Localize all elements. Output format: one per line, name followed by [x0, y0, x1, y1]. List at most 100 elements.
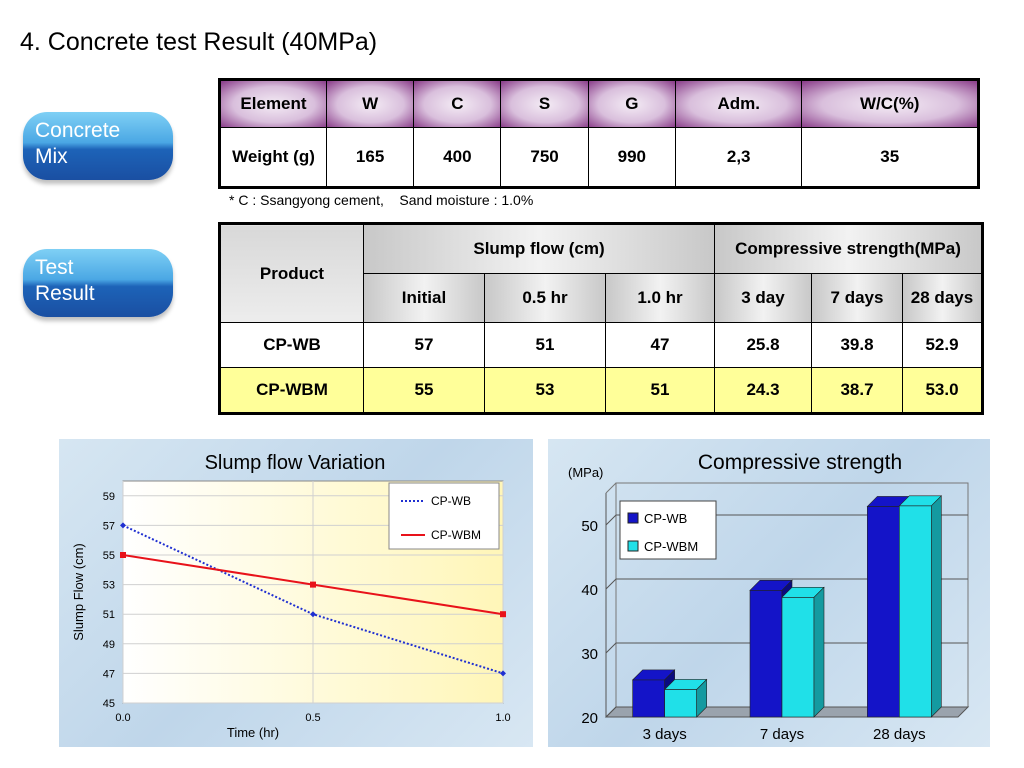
y-tick-label: 50: [581, 518, 598, 535]
x-tick-label: 0.5: [305, 712, 320, 724]
y-tick-label: 49: [103, 639, 115, 651]
product-cell: CP-WB: [219, 322, 364, 368]
mix-header-cell: Element: [219, 79, 327, 128]
pill-label-line1: Concrete: [35, 119, 121, 142]
slump-flow-chart-svg: 45 47 49 51 53 55 57 59 0.0 0.5 1.0 Slump flow Vari…: [71, 452, 511, 740]
value-cell: 53: [484, 367, 606, 414]
concrete-mix-button[interactable]: Concrete Mix: [23, 112, 173, 180]
pill-label-line1: Test: [35, 256, 74, 279]
data-point: [500, 670, 506, 677]
bar: [749, 589, 783, 718]
legend-label: CP-WBM: [644, 539, 698, 554]
compressive-strength-chart: 20 30 40 50 Compressive strength (MPa) 3 days 7…: [548, 439, 990, 747]
x-tick-label: 7 days: [760, 726, 804, 743]
mix-value-cell: 400: [413, 127, 502, 188]
value-cell: 39.8: [811, 322, 903, 368]
test-result-button[interactable]: Test Result: [23, 249, 173, 317]
data-point: [310, 581, 316, 588]
axis-edge: [605, 482, 617, 494]
pill-label-line2: Result: [35, 282, 95, 305]
strength-header: Compressive strength(MPa): [714, 223, 983, 274]
value-cell: 51: [484, 322, 606, 368]
y-axis-label: Slump Flow (cm): [71, 543, 86, 641]
legend-label: CP-WB: [644, 511, 687, 526]
data-point: [500, 611, 506, 618]
mix-value-cell: 750: [500, 127, 589, 188]
mix-value-cell: 165: [325, 127, 415, 188]
slump-header: Slump flow (cm): [363, 223, 715, 274]
gridline: [605, 514, 968, 526]
sub-header-cell: 7 days: [811, 273, 903, 323]
x-tick-label: 28 days: [873, 726, 926, 743]
mix-table-row: Weight (g) 165 400 750 990 2,3 35: [219, 127, 979, 188]
data-point: [310, 611, 316, 618]
y-tick-label: 45: [103, 698, 115, 710]
bar: [867, 506, 900, 718]
sub-header-cell: Initial: [363, 273, 485, 323]
legend-box: [619, 500, 717, 560]
value-cell: 47: [605, 322, 715, 368]
sub-header-cell: 28 days: [902, 273, 983, 323]
mix-header-cell: C: [413, 79, 502, 128]
page-title: 4. Concrete test Result (40MPa): [20, 28, 378, 56]
product-cell: CP-WBM: [219, 367, 364, 414]
bar: [781, 597, 815, 718]
test-header-row: Product Slump flow (cm) Compressive stre…: [219, 223, 983, 323]
legend-label: CP-WB: [431, 494, 471, 508]
legend-label: CP-WBM: [431, 528, 481, 542]
gridline: [605, 706, 968, 718]
x-tick-label: 3 days: [643, 726, 687, 743]
bar: [632, 679, 665, 718]
bar-side: [696, 678, 707, 718]
chart-title: Slump flow Variation: [205, 452, 386, 474]
mix-table-header-row: Element W C S G Adm. W/C(%): [219, 79, 979, 128]
table-row-highlighted: CP-WBM 55 53 51 24.3 38.7 53.0: [219, 367, 983, 414]
compressive-strength-chart-svg: 20 30 40 50 Compressive strength (MPa) 3 days 7…: [568, 451, 970, 743]
legend-swatch: [627, 512, 639, 524]
y-tick-label: 30: [581, 646, 598, 663]
test-result-table: Product Slump flow (cm) Compressive stre…: [218, 222, 984, 415]
mix-value-cell: 990: [587, 127, 676, 188]
value-cell: 25.8: [714, 322, 812, 368]
bar: [899, 505, 932, 718]
mix-header-cell: W: [325, 79, 415, 128]
mix-value-cell: 2,3: [674, 127, 803, 188]
y-tick-label: 51: [103, 609, 115, 621]
y-tick-label: 59: [103, 491, 115, 503]
slump-flow-chart: 45 47 49 51 53 55 57 59 0.0 0.5 1.0 Slump flow Vari…: [59, 439, 533, 747]
chart-title: Compressive strength: [698, 451, 902, 474]
legend-box: [388, 482, 500, 550]
y-tick-label: 40: [581, 582, 598, 599]
y-tick-label: 55: [103, 550, 115, 562]
mix-header-cell: S: [500, 79, 589, 128]
value-cell: 24.3: [714, 367, 812, 414]
y-tick-label: 20: [581, 710, 598, 727]
x-tick-label: 1.0: [495, 712, 510, 724]
product-header: Product: [219, 223, 364, 323]
mix-header-cell: W/C(%): [801, 79, 979, 128]
sub-header-cell: 1.0 hr: [605, 273, 715, 323]
mix-note: * C : Ssangyong cement, Sand moisture : …: [229, 192, 534, 208]
value-cell: 52.9: [902, 322, 983, 368]
mix-table: Element W C S G Adm. W/C(%) Weight (g) 1…: [218, 78, 980, 189]
test-subheader-row: Initial 0.5 hr 1.0 hr 3 day 7 days 28 da…: [220, 273, 983, 323]
y-tick-label: 57: [103, 520, 115, 532]
mix-header-cell: G: [587, 79, 676, 128]
value-cell: 38.7: [811, 367, 903, 414]
row-label: Weight (g): [219, 127, 327, 188]
y-axis-unit: (MPa): [568, 465, 603, 480]
sub-header-cell: 0.5 hr: [484, 273, 606, 323]
mix-value-cell: 35: [801, 127, 979, 188]
legend-swatch: [627, 540, 639, 552]
value-cell: 51: [605, 367, 715, 414]
value-cell: 55: [363, 367, 485, 414]
value-cell: 57: [363, 322, 485, 368]
x-axis-label: Time (hr): [227, 725, 279, 740]
y-tick-label: 47: [103, 668, 115, 680]
pill-label-line2: Mix: [35, 145, 68, 168]
table-row: CP-WB 57 51 47 25.8 39.8 52.9: [219, 322, 983, 368]
x-tick-label: 0.0: [115, 712, 130, 724]
value-cell: 53.0: [902, 367, 983, 414]
sub-header-cell: 3 day: [714, 273, 812, 323]
bar: [664, 689, 697, 718]
